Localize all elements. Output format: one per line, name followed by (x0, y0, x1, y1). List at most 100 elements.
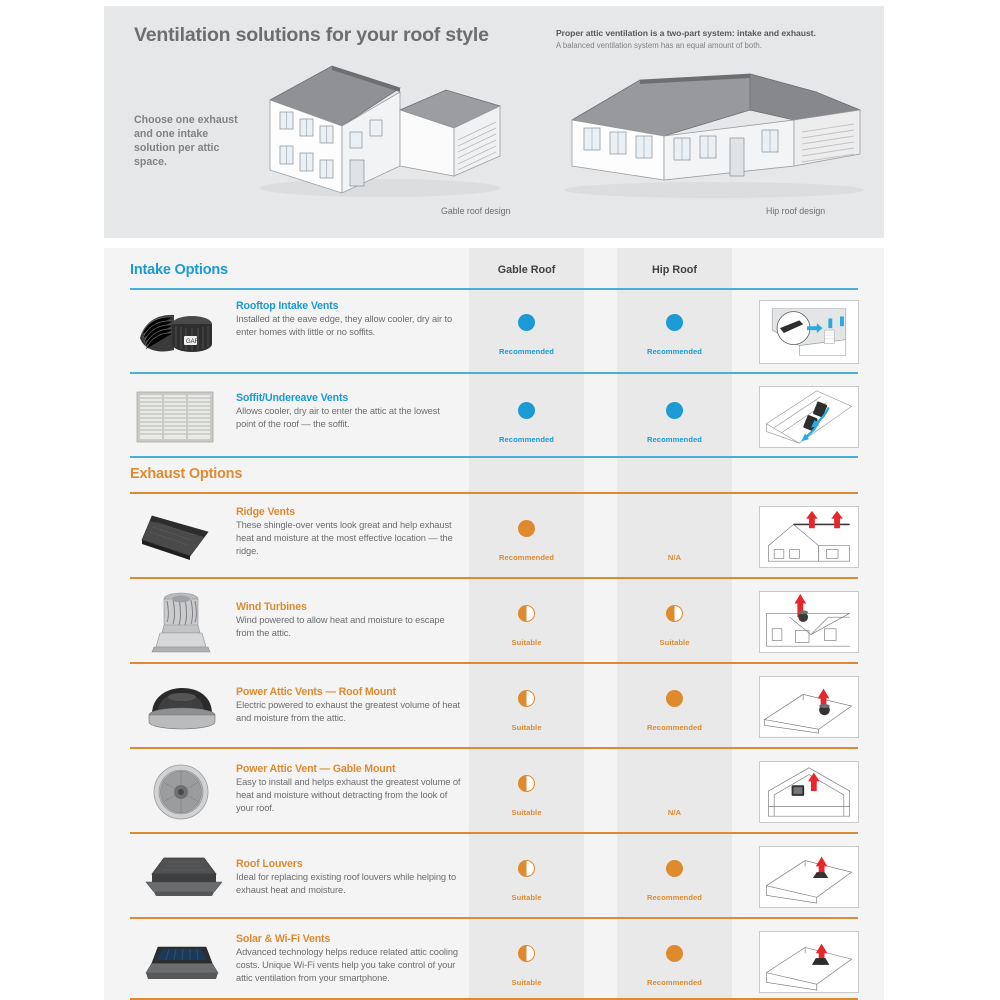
section-header-exhaust: Exhaust Options (130, 458, 858, 494)
option-name: Wind Turbines (236, 601, 307, 613)
gable-house-illustration (250, 48, 510, 198)
option-description: Wind powered to allow heat and moisture … (236, 615, 445, 639)
option-text-block: Power Attic Vent — Gable Mount Easy to i… (236, 763, 461, 816)
eave-edge-airflow-diagram (759, 300, 859, 364)
soffit-airflow-diagram (759, 386, 859, 448)
table-row[interactable]: Power Attic Vent — Gable Mount Easy to i… (104, 749, 884, 834)
suitable-half-dot-icon (518, 605, 535, 622)
solar-wifi-vent-photo (142, 937, 222, 994)
rating-cell-gable: Suitable (469, 860, 584, 905)
column-header-gable: Gable Roof (497, 264, 556, 276)
rating-label: Suitable (511, 723, 542, 732)
option-description: Advanced technology helps reduce related… (236, 947, 459, 984)
recommended-dot-icon (666, 314, 683, 331)
not-applicable-placeholder (617, 775, 732, 792)
row-divider (130, 832, 858, 834)
page-title: Ventilation solutions for your roof styl… (134, 24, 489, 46)
option-description: Easy to install and helps exhaust the gr… (236, 777, 461, 814)
rooftop-intake-vent-photo: GAF (134, 304, 216, 367)
rating-cell-hip: Suitable (617, 605, 732, 650)
row-divider (130, 917, 858, 919)
not-applicable-placeholder (617, 520, 732, 537)
row-divider (130, 747, 858, 749)
option-text-block: Wind Turbines Wind powered to allow heat… (236, 601, 461, 640)
recommended-dot-icon (666, 860, 683, 877)
rating-label: Recommended (647, 435, 702, 444)
recommended-dot-icon (518, 314, 535, 331)
rating-label: Recommended (647, 893, 702, 902)
row-divider (130, 456, 858, 458)
rating-label: Recommended (499, 553, 554, 562)
section-header-intake: Intake Options (130, 254, 858, 290)
rating-cell-hip: Recommended (617, 860, 732, 905)
solar-wifi-vent-diagram (759, 931, 859, 993)
power-attic-vent-roof-mount-photo (142, 682, 220, 739)
roof-louver-exhaust-diagram (759, 846, 859, 908)
hero-note-subline: A balanced ventilation system has an equ… (556, 40, 762, 50)
table-row[interactable]: Ridge Vents These shingle-over vents loo… (104, 494, 884, 579)
option-text-block: Soffit/Undereave Vents Allows cooler, dr… (236, 392, 461, 431)
section-rule-exhaust (130, 492, 858, 494)
option-text-block: Power Attic Vents — Roof Mount Electric … (236, 686, 461, 725)
rating-cell-gable: Recommended (469, 314, 584, 359)
roof-mount-power-vent-diagram (759, 676, 859, 738)
rating-cell-hip: N/A (617, 520, 732, 565)
option-name: Rooftop Intake Vents (236, 300, 339, 312)
row-divider (130, 372, 858, 374)
hip-house-illustration (554, 58, 874, 198)
option-name: Roof Louvers (236, 858, 303, 870)
table-row[interactable]: Wind Turbines Wind powered to allow heat… (104, 579, 884, 664)
rating-cell-gable: Suitable (469, 605, 584, 650)
option-description: These shingle-over vents look great and … (236, 520, 453, 557)
rating-cell-hip: Recommended (617, 945, 732, 990)
caption-gable-roof: Gable roof design (441, 206, 511, 216)
option-description: Allows cooler, dry air to enter the atti… (236, 406, 440, 430)
option-text-block: Solar & Wi-Fi Vents Advanced technology … (236, 933, 461, 986)
rating-label: Recommended (499, 435, 554, 444)
svg-text:GAF: GAF (186, 339, 199, 345)
rating-cell-hip: Recommended (617, 690, 732, 735)
column-header-hip: Hip Roof (652, 264, 697, 276)
gable-mount-power-vent-diagram (759, 761, 859, 823)
rating-cell-gable: Suitable (469, 945, 584, 990)
option-description: Installed at the eave edge, they allow c… (236, 314, 453, 338)
ridge-vent-exhaust-diagram (759, 506, 859, 568)
option-name: Power Attic Vents — Roof Mount (236, 686, 396, 698)
choose-instruction: Choose one exhaust and one intake soluti… (134, 114, 238, 168)
rating-cell-hip: N/A (617, 775, 732, 820)
rating-label: Suitable (511, 893, 542, 902)
option-text-block: Rooftop Intake Vents Installed at the ea… (236, 300, 461, 339)
suitable-half-dot-icon (518, 690, 535, 707)
suitable-half-dot-icon (666, 605, 683, 622)
option-name: Ridge Vents (236, 506, 295, 518)
suitable-half-dot-icon (518, 945, 535, 962)
option-description: Electric powered to exhaust the greatest… (236, 700, 460, 724)
rating-label: N/A (667, 553, 682, 562)
option-name: Solar & Wi-Fi Vents (236, 933, 331, 945)
rating-label: Suitable (511, 978, 542, 987)
caption-hip-roof: Hip roof design (766, 206, 826, 216)
rating-label: Recommended (647, 978, 702, 987)
recommended-dot-icon (666, 945, 683, 962)
rating-cell-gable: Suitable (469, 775, 584, 820)
recommended-dot-icon (518, 402, 535, 419)
option-text-block: Ridge Vents These shingle-over vents loo… (236, 506, 461, 559)
rating-label: Recommended (647, 723, 702, 732)
rating-cell-hip: Recommended (617, 314, 732, 359)
wind-turbine-photo (148, 589, 214, 660)
table-row[interactable]: Soffit/Undereave Vents Allows cooler, dr… (104, 374, 884, 458)
option-description: Ideal for replacing existing roof louver… (236, 872, 457, 896)
ridge-vent-photo (138, 510, 220, 571)
row-divider (130, 998, 858, 1000)
rating-label: Suitable (659, 638, 690, 647)
rating-cell-hip: Recommended (617, 402, 732, 447)
row-divider (130, 577, 858, 579)
table-row[interactable]: Roof Louvers Ideal for replacing existin… (104, 834, 884, 919)
power-attic-vent-gable-mount-photo (150, 761, 212, 828)
table-row[interactable]: Power Attic Vents — Roof Mount Electric … (104, 664, 884, 749)
table-row[interactable]: Solar & Wi-Fi Vents Advanced technology … (104, 919, 884, 1000)
rating-cell-gable: Suitable (469, 690, 584, 735)
table-row[interactable]: GAF Rooftop Intake Vents Installed at th… (104, 290, 884, 374)
rating-cell-gable: Recommended (469, 402, 584, 447)
